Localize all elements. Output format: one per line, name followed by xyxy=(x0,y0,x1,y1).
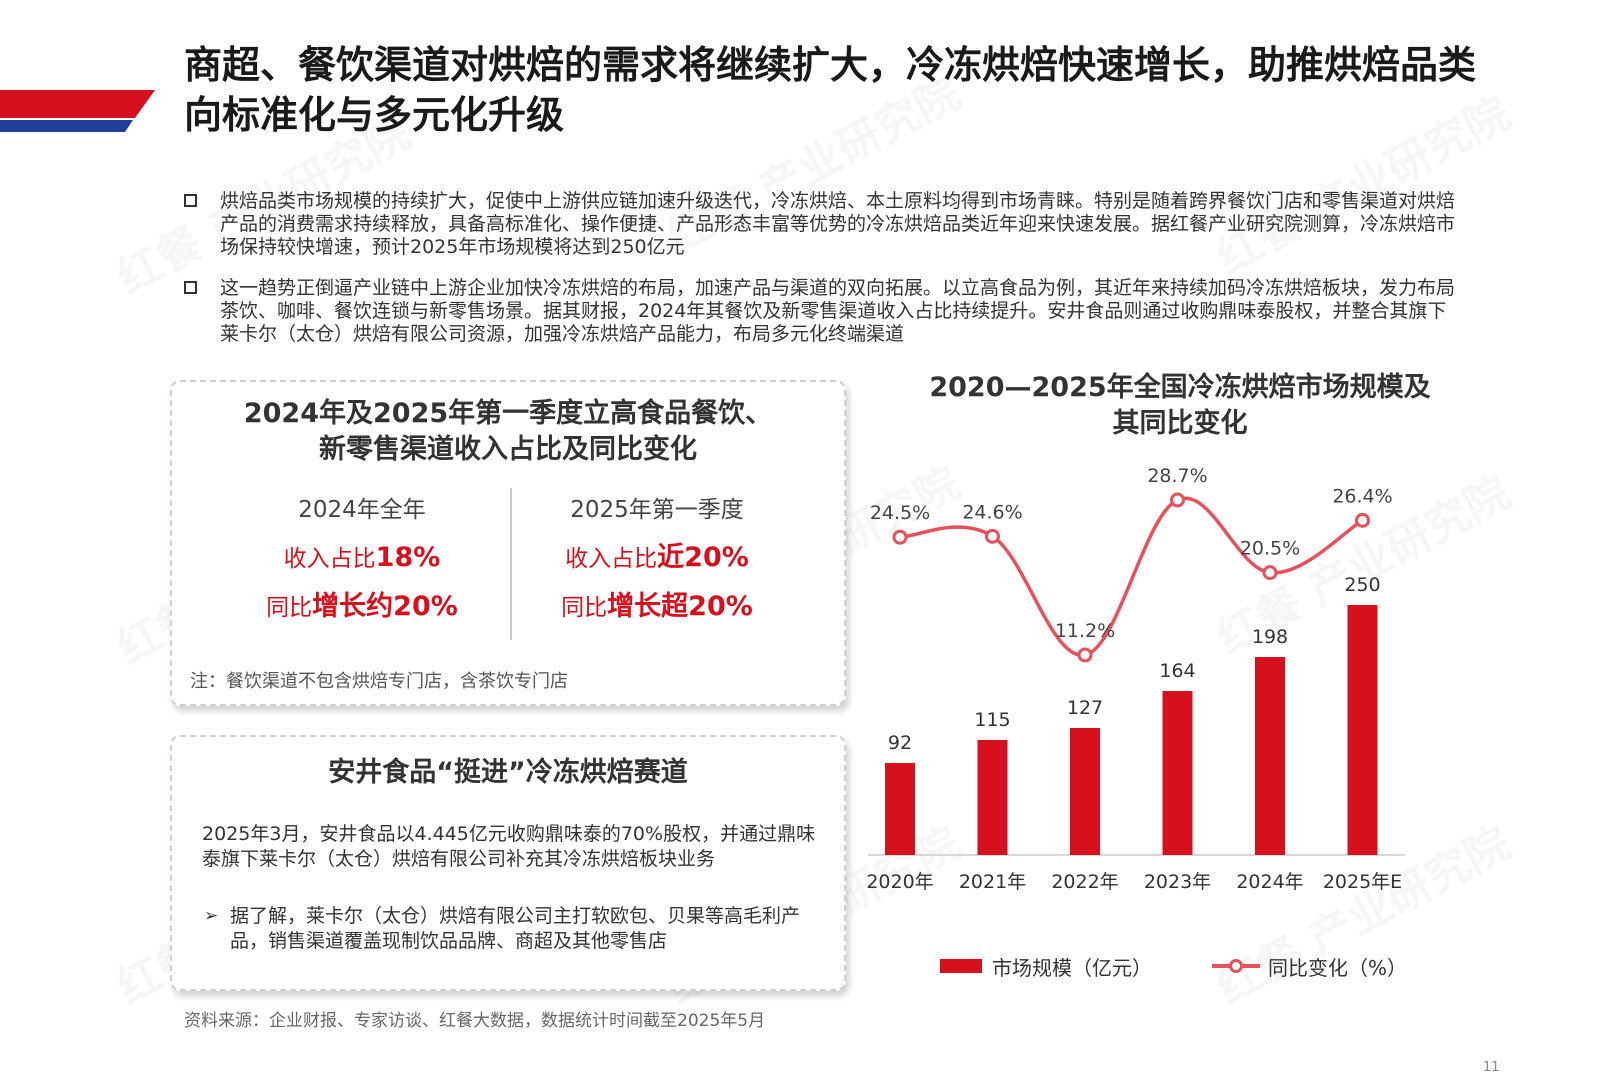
x-tick-label: 2025年E xyxy=(1323,871,1402,893)
bullet-text: 烘焙品类市场规模的持续扩大，促使中上游供应链加速升级迭代，冷冻烘焙、本土原料均得… xyxy=(220,190,1456,258)
legend-item-bar: 市场规模（亿元） xyxy=(940,952,1152,981)
bar-data-label: 92 xyxy=(888,732,912,754)
growth-metric: 同比增长超20% xyxy=(561,591,753,622)
bar xyxy=(977,740,1008,855)
metric-column-2024: 2024年全年 收入占比18% 同比增长约20% xyxy=(212,494,512,624)
panel-body: 2025年3月，安井食品以4.445亿元收购鼎味泰的70%股权，并通过鼎味泰旗下… xyxy=(202,823,816,870)
line-data-label: 24.6% xyxy=(962,501,1022,523)
legend-line-swatch xyxy=(1212,959,1260,973)
line-point xyxy=(1170,492,1185,508)
line-point xyxy=(892,529,908,545)
x-tick-label: 2020年 xyxy=(866,871,933,893)
bar xyxy=(1070,728,1100,855)
column-heading: 2025年第一季度 xyxy=(570,497,744,523)
line-point xyxy=(1077,647,1093,663)
square-bullet-icon xyxy=(184,281,197,294)
line-data-label: 26.4% xyxy=(1332,485,1392,507)
arrow-bullet-icon: ➢ xyxy=(204,906,219,926)
bar-data-label: 164 xyxy=(1159,660,1195,682)
x-tick-label: 2021年 xyxy=(959,871,1026,893)
chart-legend: 市场规模（亿元） 同比变化（%） xyxy=(940,950,1467,982)
panel-note: 注：餐饮渠道不包含烘焙专门店，含茶饮专门店 xyxy=(190,671,568,692)
bar xyxy=(1255,657,1285,855)
panel-title: 2024年及2025年第一季度立高食品餐饮、 新零售渠道收入占比及同比变化 xyxy=(243,398,773,465)
line-data-label: 24.5% xyxy=(870,502,930,524)
x-tick-label: 2023年 xyxy=(1144,871,1211,893)
revenue-share-metric: 收入占比近20% xyxy=(565,542,749,573)
bar xyxy=(885,763,915,855)
source-note: 资料来源：企业财报、专家访谈、红餐大数据，数据统计时间截至2025年5月 xyxy=(184,1011,766,1031)
column-heading: 2024年全年 xyxy=(298,497,426,523)
bullet-item: 这一趋势正倒逼产业链中上游企业加快冷冻烘焙的布局，加速产品与渠道的双向拓展。以立… xyxy=(184,277,1464,346)
bullet-list: 烘焙品类市场规模的持续扩大，促使中上游供应链加速升级迭代，冷冻烘焙、本土原料均得… xyxy=(184,190,1464,364)
bullet-text: 这一趋势正倒逼产业链中上游企业加快冷冻烘焙的布局，加速产品与渠道的双向拓展。以立… xyxy=(220,277,1456,345)
bar-data-label: 250 xyxy=(1344,574,1380,596)
bar-data-label: 198 xyxy=(1252,626,1288,648)
bullet-item: 烘焙品类市场规模的持续扩大，促使中上游供应链加速升级迭代，冷冻烘焙、本土原料均得… xyxy=(184,190,1464,259)
anjoy-panel: 安井食品“挺进”冷冻烘焙赛道 2025年3月，安井食品以4.445亿元收购鼎味泰… xyxy=(170,735,846,991)
line-point xyxy=(1262,565,1278,581)
line-data-label: 11.2% xyxy=(1055,620,1115,642)
title-accent-bar xyxy=(0,90,155,132)
x-tick-label: 2024年 xyxy=(1236,871,1303,893)
page-title: 商超、餐饮渠道对烘焙的需求将继续扩大，冷冻烘焙快速增长，助推烘焙品类向标准化与多… xyxy=(184,43,1477,137)
market-size-chart: 92 115 127 164 198 250 2020年 2021年 2022年 2023年 202… xyxy=(866,465,1405,893)
bar-data-label: 127 xyxy=(1067,697,1103,719)
chart-title: 2020—2025年全国冷冻烘焙市场规模及 其同比变化 xyxy=(929,372,1431,439)
page-number: 11 xyxy=(1483,1060,1500,1075)
x-tick-label: 2022年 xyxy=(1051,871,1118,893)
growth-metric: 同比增长约20% xyxy=(266,591,458,622)
line-data-label: 20.5% xyxy=(1240,538,1300,560)
square-bullet-icon xyxy=(184,194,197,207)
legend-item-line: 同比变化（%） xyxy=(1212,952,1407,981)
bar xyxy=(1162,691,1193,855)
line-data-label: 28.7% xyxy=(1147,465,1207,487)
panel-sub-point: ➢ 据了解，莱卡尔（太仓）烘焙有限公司主打软欧包、贝果等高毛利产品，销售渠道覆盖… xyxy=(204,905,801,952)
ligao-revenue-panel: 2024年及2025年第一季度立高食品餐饮、 新零售渠道收入占比及同比变化 20… xyxy=(170,380,846,706)
column-divider xyxy=(510,488,512,640)
line-point xyxy=(985,528,1000,544)
legend-bar-swatch xyxy=(940,959,982,973)
bar-data-label: 115 xyxy=(974,709,1010,731)
bar xyxy=(1347,605,1378,855)
revenue-share-metric: 收入占比18% xyxy=(283,542,441,573)
panel-title: 安井食品“挺进”冷冻烘焙赛道 xyxy=(328,757,688,788)
line-point xyxy=(1355,512,1370,528)
metric-column-2025q1: 2025年第一季度 收入占比近20% 同比增长超20% xyxy=(507,494,807,624)
